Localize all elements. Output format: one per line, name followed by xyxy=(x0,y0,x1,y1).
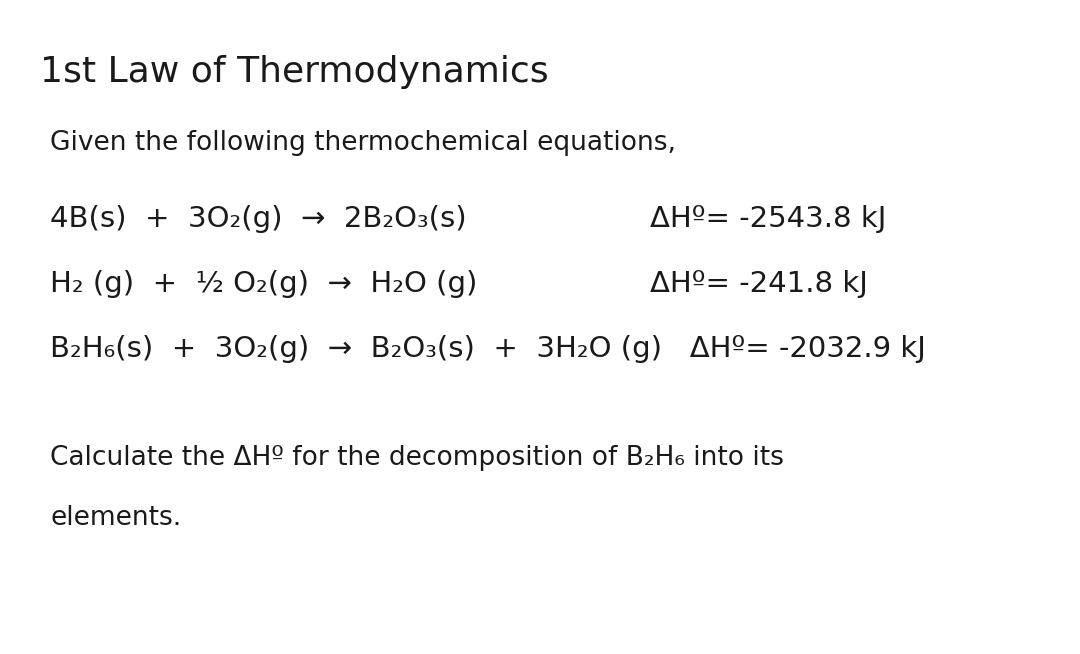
Text: elements.: elements. xyxy=(50,505,181,531)
Text: ΔHº= -241.8 kJ: ΔHº= -241.8 kJ xyxy=(650,270,868,298)
Text: 1st Law of Thermodynamics: 1st Law of Thermodynamics xyxy=(40,55,549,89)
Text: H₂ (g)  +  ½ O₂(g)  →  H₂O (g): H₂ (g) + ½ O₂(g) → H₂O (g) xyxy=(50,270,477,298)
Text: Calculate the ΔHº for the decomposition of B₂H₆ into its: Calculate the ΔHº for the decomposition … xyxy=(50,445,784,471)
Text: 4B(s)  +  3O₂(g)  →  2B₂O₃(s): 4B(s) + 3O₂(g) → 2B₂O₃(s) xyxy=(50,205,467,233)
Text: Given the following thermochemical equations,: Given the following thermochemical equat… xyxy=(50,130,676,156)
Text: B₂H₆(s)  +  3O₂(g)  →  B₂O₃(s)  +  3H₂O (g)   ΔHº= -2032.9 kJ: B₂H₆(s) + 3O₂(g) → B₂O₃(s) + 3H₂O (g) ΔH… xyxy=(50,335,926,363)
Text: ΔHº= -2543.8 kJ: ΔHº= -2543.8 kJ xyxy=(650,205,887,233)
